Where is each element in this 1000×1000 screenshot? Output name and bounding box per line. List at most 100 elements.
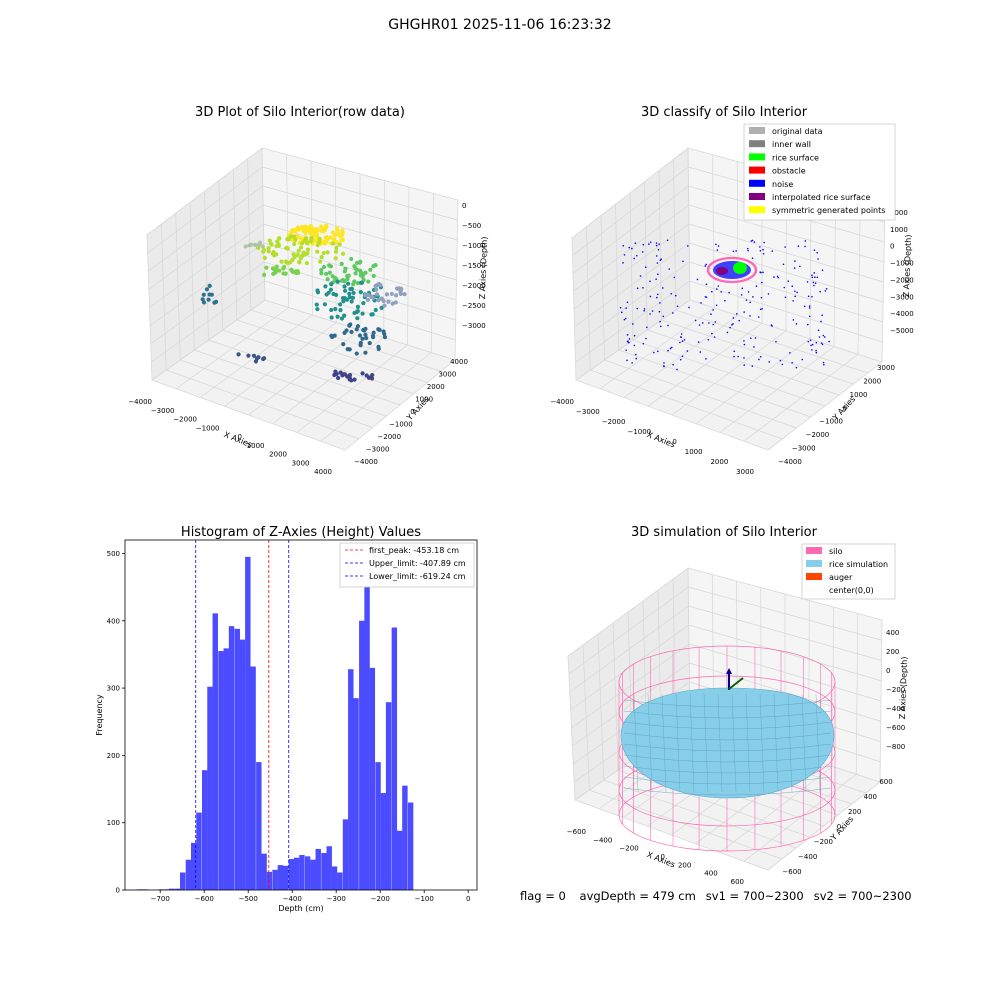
noise-point <box>747 249 749 252</box>
histogram-bar <box>180 872 186 890</box>
data-point <box>295 233 300 239</box>
data-point <box>317 236 322 241</box>
noise-point <box>809 339 812 341</box>
noise-point <box>679 341 681 344</box>
data-point <box>365 297 371 303</box>
data-point <box>314 233 319 238</box>
data-point <box>402 292 407 297</box>
noise-point <box>626 334 629 336</box>
noise-point <box>659 302 661 304</box>
sv1-text: sv1 = 700~2300 <box>705 889 804 903</box>
noise-point <box>710 313 712 315</box>
noise-point <box>732 317 735 319</box>
histogram-bar <box>315 848 321 890</box>
noise-point <box>811 295 813 298</box>
noise-point <box>729 326 731 329</box>
histogram-bar <box>369 667 376 890</box>
histogram-bar <box>245 556 251 890</box>
histogram-bar <box>310 859 316 890</box>
data-point <box>364 335 369 341</box>
data-point <box>336 232 342 237</box>
data-point <box>288 260 293 265</box>
data-point <box>321 264 327 270</box>
ring-point <box>754 268 758 271</box>
grid-line <box>719 346 835 433</box>
tick-label: −4000 <box>128 398 152 406</box>
plot-frame <box>124 539 478 891</box>
noise-point <box>694 319 697 322</box>
surface-mesh-line <box>623 732 832 741</box>
interpolated-blob <box>716 267 728 275</box>
noise-point <box>643 308 646 310</box>
legend-label: auger <box>829 573 853 582</box>
data-point <box>361 272 366 277</box>
noise-point <box>653 351 655 354</box>
flag-text: flag = 0 <box>520 889 566 903</box>
tick-label: −200 <box>886 686 905 694</box>
noise-point <box>760 296 763 299</box>
tick-label: −600 <box>567 828 586 836</box>
grid-line <box>573 223 690 310</box>
noise-point <box>820 342 823 344</box>
data-point <box>212 300 217 305</box>
data-point <box>297 260 302 265</box>
noise-point <box>775 340 777 343</box>
grid-line <box>147 166 263 254</box>
surface-mesh-line <box>623 787 832 796</box>
data-point <box>305 247 311 252</box>
noise-point <box>758 358 760 361</box>
noise-point <box>825 287 828 290</box>
noise-point <box>792 319 795 321</box>
histogram-bar <box>212 613 218 890</box>
y-tick-label: 400 <box>107 617 120 625</box>
noise-point <box>747 247 749 250</box>
noise-point <box>641 251 644 253</box>
data-point <box>319 271 324 276</box>
data-point <box>355 316 360 321</box>
data-point <box>325 277 330 282</box>
data-point <box>319 224 324 229</box>
noise-point <box>795 366 798 369</box>
histogram-bar <box>348 669 354 890</box>
data-point <box>333 306 338 312</box>
grid-line <box>320 352 432 442</box>
data-point <box>275 239 280 244</box>
legend-label: Upper_limit: -407.89 cm <box>369 559 466 568</box>
z-axis-label: Z Axies (Depth) <box>898 656 909 719</box>
noise-point <box>624 317 627 320</box>
grid-line <box>383 180 385 338</box>
noise-point <box>794 260 796 262</box>
tick-label: −3000 <box>792 445 816 453</box>
noise-point <box>724 299 726 302</box>
noise-point <box>813 249 816 251</box>
tick-label: −3000 <box>151 407 175 415</box>
noise-point <box>681 340 684 342</box>
noise-point <box>757 316 760 318</box>
data-point <box>330 230 336 235</box>
tick-label: −4000 <box>890 310 914 318</box>
tick-label: −400 <box>593 836 612 844</box>
x-tick-label: −400 <box>283 895 302 903</box>
tick-label: −1000 <box>196 424 220 432</box>
noise-point <box>823 336 826 338</box>
noise-point <box>770 324 773 326</box>
noise-point <box>658 310 661 313</box>
noise-point <box>655 255 658 257</box>
tick-label: −400 <box>798 853 817 861</box>
noise-point <box>784 296 787 299</box>
noise-point <box>732 250 735 253</box>
noise-point <box>810 344 812 347</box>
noise-point <box>811 276 814 279</box>
data-point <box>318 259 323 264</box>
noise-point <box>656 262 659 264</box>
histogram-bar <box>277 865 284 890</box>
noise-point <box>811 274 813 277</box>
tick-label: 0 <box>672 438 676 446</box>
noise-point <box>815 349 817 352</box>
tick-label: −1000 <box>627 428 651 436</box>
histogram-bar <box>239 639 246 890</box>
tick-label: −5000 <box>890 327 914 335</box>
data-point <box>382 303 387 308</box>
data-point <box>292 234 297 239</box>
noise-point <box>631 247 633 250</box>
